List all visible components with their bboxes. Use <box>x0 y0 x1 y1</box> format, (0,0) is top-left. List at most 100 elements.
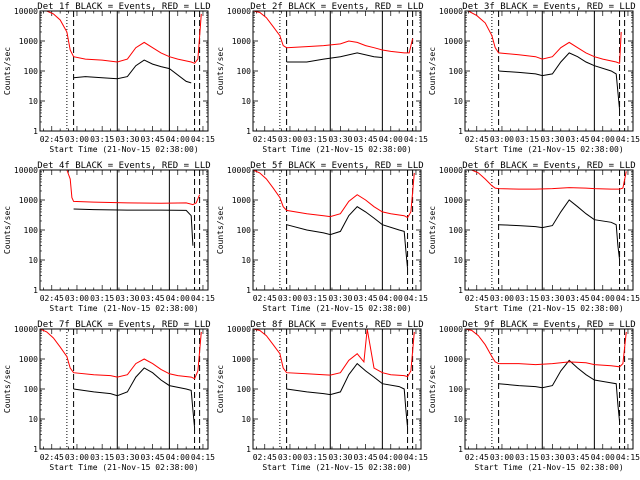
y-axis-label: Counts/sec <box>3 365 12 413</box>
y-tick-label: 10000 <box>439 166 463 175</box>
events-series-line <box>498 52 621 111</box>
x-tick-label: 03:15 <box>90 453 114 462</box>
y-tick-label: 1 <box>458 286 463 295</box>
x-tick-label: 03:45 <box>141 453 165 462</box>
x-tick-label: 04:00 <box>166 294 190 303</box>
y-tick-label: 1000 <box>444 355 463 364</box>
events-series-line <box>73 59 192 84</box>
y-tick-label: 10 <box>28 415 38 424</box>
x-tick-label: 03:45 <box>354 453 378 462</box>
plot-frame <box>39 10 209 132</box>
plot-frame <box>252 328 422 450</box>
x-tick-label: 03:15 <box>303 294 327 303</box>
y-axis-label: Counts/sec <box>3 47 12 95</box>
x-tick-label: 02:45 <box>253 453 277 462</box>
x-tick-label: 02:45 <box>465 135 489 144</box>
x-tick-label: 03:15 <box>90 294 114 303</box>
detector-panel: Det 9f BLACK = Events, RED = LLD 1 10 100 10… <box>428 320 640 472</box>
x-tick-label: 03:00 <box>65 294 89 303</box>
lld-series-line <box>40 329 202 380</box>
plot-frame <box>464 169 634 291</box>
y-tick-label: 100 <box>24 67 39 76</box>
y-tick-label: 100 <box>24 226 39 235</box>
x-tick-label: 03:15 <box>303 453 327 462</box>
y-tick-label: 10000 <box>439 7 463 16</box>
detector-panel: Det 3f BLACK = Events, RED = LLD 1 10 100 10… <box>428 2 640 154</box>
panel-title: Det 2f BLACK = Events, RED = LLD <box>250 2 423 12</box>
y-tick-label: 10000 <box>14 7 38 16</box>
x-tick-label: 03:30 <box>115 453 139 462</box>
y-tick-label: 1000 <box>19 196 38 205</box>
panel-title: Det 8f BLACK = Events, RED = LLD <box>250 320 423 330</box>
x-tick-label: 03:30 <box>328 294 352 303</box>
x-tick-label: 03:30 <box>540 135 564 144</box>
x-axis-label: Start Time (21-Nov-15 02:38:00) <box>474 145 623 154</box>
x-tick-label: 04:00 <box>379 294 403 303</box>
x-axis-label: Start Time (21-Nov-15 02:38:00) <box>49 463 198 472</box>
x-axis-label: Start Time (21-Nov-15 02:38:00) <box>49 304 198 313</box>
x-tick-label: 03:45 <box>566 294 590 303</box>
x-tick-label: 03:00 <box>490 135 514 144</box>
x-tick-label: 04:15 <box>404 453 428 462</box>
x-tick-label: 02:45 <box>465 453 489 462</box>
x-tick-label: 03:45 <box>354 135 378 144</box>
detector-panel: Det 7f BLACK = Events, RED = LLD 1 10 100 10… <box>3 320 215 472</box>
y-tick-label: 1000 <box>19 37 38 46</box>
y-tick-label: 100 <box>449 226 464 235</box>
events-series-line <box>498 359 621 422</box>
y-tick-label: 10 <box>241 256 251 265</box>
x-tick-label: 02:45 <box>465 294 489 303</box>
y-tick-label: 10 <box>241 415 251 424</box>
panel-title: Det 1f BLACK = Events, RED = LLD <box>37 2 210 12</box>
y-axis-label: Counts/sec <box>216 206 225 254</box>
y-tick-label: 10000 <box>14 166 38 175</box>
panel-title: Det 5f BLACK = Events, RED = LLD <box>250 161 423 171</box>
lld-series-line <box>253 329 415 378</box>
y-tick-label: 1000 <box>232 355 251 364</box>
x-tick-label: 03:30 <box>328 453 352 462</box>
x-tick-label: 03:15 <box>90 135 114 144</box>
y-tick-label: 1 <box>246 445 251 454</box>
x-tick-label: 04:00 <box>591 135 615 144</box>
detector-panel: Det 8f BLACK = Events, RED = LLD 1 10 100 10… <box>216 320 428 472</box>
lld-series-line <box>465 170 627 190</box>
y-tick-label: 10 <box>28 97 38 106</box>
x-tick-label: 03:45 <box>141 135 165 144</box>
x-tick-label: 04:15 <box>616 294 640 303</box>
x-tick-label: 03:00 <box>65 453 89 462</box>
y-axis-label: Counts/sec <box>3 206 12 254</box>
lld-series-line <box>253 170 415 219</box>
plot-frame <box>39 328 209 450</box>
x-tick-label: 03:30 <box>328 135 352 144</box>
plot-frame <box>39 169 209 291</box>
y-tick-label: 1 <box>458 445 463 454</box>
x-tick-label: 03:15 <box>515 294 539 303</box>
x-tick-label: 03:00 <box>278 453 302 462</box>
y-tick-label: 100 <box>449 67 464 76</box>
y-tick-label: 10 <box>28 256 38 265</box>
y-tick-label: 1 <box>33 286 38 295</box>
x-tick-label: 04:00 <box>379 135 403 144</box>
y-tick-label: 10000 <box>14 325 38 334</box>
x-tick-label: 04:00 <box>166 135 190 144</box>
events-series-line <box>73 208 194 246</box>
y-tick-label: 1000 <box>444 196 463 205</box>
x-tick-label: 04:00 <box>591 294 615 303</box>
x-axis-label: Start Time (21-Nov-15 02:38:00) <box>262 304 411 313</box>
x-tick-label: 02:45 <box>253 135 277 144</box>
y-axis-label: Counts/sec <box>428 47 437 95</box>
x-tick-label: 02:45 <box>40 453 64 462</box>
x-axis-label: Start Time (21-Nov-15 02:38:00) <box>474 463 623 472</box>
y-axis-label: Counts/sec <box>216 365 225 413</box>
plot-frame <box>252 169 422 291</box>
panel-title: Det 9f BLACK = Events, RED = LLD <box>462 320 635 330</box>
detector-panel: Det 1f BLACK = Events, RED = LLD 1 10 100 10… <box>3 2 215 154</box>
panel-title: Det 7f BLACK = Events, RED = LLD <box>37 320 210 330</box>
y-tick-label: 100 <box>237 67 252 76</box>
y-tick-label: 1 <box>33 127 38 136</box>
x-tick-label: 03:45 <box>566 453 590 462</box>
plot-frame <box>464 10 634 132</box>
x-tick-label: 02:45 <box>40 294 64 303</box>
